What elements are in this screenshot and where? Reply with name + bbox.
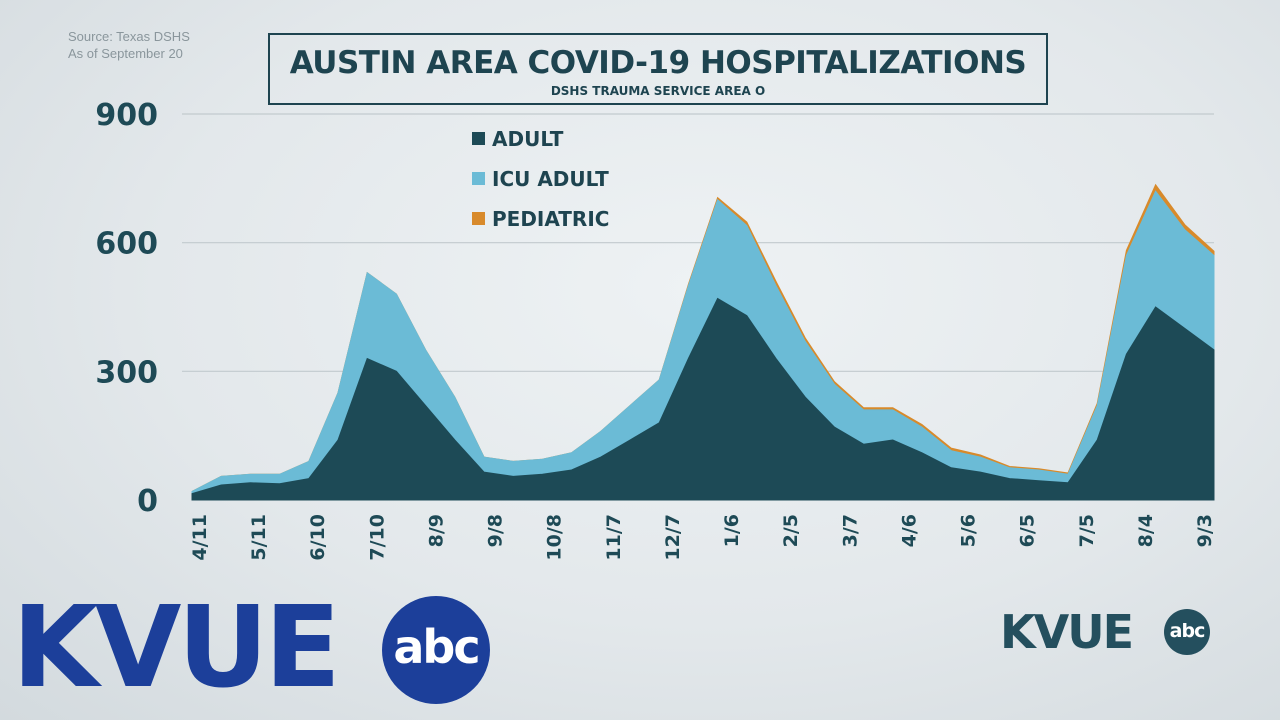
y-tick-label: 900 <box>95 98 158 133</box>
kvue-abc-logo: KVUE abc <box>0 588 500 708</box>
kvue-corner-logo: KVUE abc <box>1000 605 1212 659</box>
x-tick-label: 7/5 <box>1076 514 1098 547</box>
chart-title: AUSTIN AREA COVID-19 HOSPITALIZATIONS <box>289 45 1027 81</box>
x-tick-label: 9/8 <box>485 514 507 547</box>
x-tick-label: 6/10 <box>307 514 329 561</box>
x-tick-label: 5/11 <box>248 514 270 561</box>
x-tick-label: 11/7 <box>603 514 625 561</box>
y-tick-label: 0 <box>137 484 158 519</box>
chart-subtitle: DSHS TRAUMA SERVICE AREA O <box>550 84 766 98</box>
x-tick-label: 3/7 <box>839 514 861 547</box>
as-of-line: As of September 20 <box>68 46 183 61</box>
legend-label: PEDIATRIC <box>492 207 609 231</box>
x-tick-label: 1/6 <box>721 514 743 547</box>
x-tick-label: 2/5 <box>780 514 802 547</box>
x-tick-label: 8/9 <box>426 514 448 547</box>
x-tick-label: 5/6 <box>958 514 980 547</box>
abc-logo-icon: abc <box>382 596 490 704</box>
abc-corner-logo-icon: abc <box>1164 609 1210 655</box>
x-tick-label: 7/10 <box>366 514 388 561</box>
y-tick-label: 300 <box>95 355 158 390</box>
legend-swatch <box>472 132 485 145</box>
x-tick-label: 8/4 <box>1135 514 1157 547</box>
legend-label: ADULT <box>492 127 564 151</box>
stacked-areas <box>191 183 1215 501</box>
area-adult <box>191 297 1215 501</box>
x-tick-label: 12/7 <box>662 514 684 561</box>
legend-swatch <box>472 212 485 225</box>
legend-label: ICU ADULT <box>492 167 609 191</box>
kvue-logo-text: KVUE <box>12 583 341 713</box>
x-tick-label: 4/6 <box>898 514 920 547</box>
x-tick-label: 6/5 <box>1017 514 1039 547</box>
kvue-corner-logo-text: KVUE <box>1000 605 1134 659</box>
source-line: Source: Texas DSHS <box>68 29 190 44</box>
legend-swatch <box>472 172 485 185</box>
x-tick-label: 4/11 <box>189 514 211 561</box>
x-tick-label: 9/3 <box>1194 514 1216 547</box>
x-tick-label: 10/8 <box>544 514 566 561</box>
y-tick-label: 600 <box>95 227 158 262</box>
legend: ADULT ICU ADULT PEDIATRIC <box>472 127 609 231</box>
source-note: Source: Texas DSHS As of September 20 <box>68 28 190 62</box>
title-box: AUSTIN AREA COVID-19 HOSPITALIZATIONS DS… <box>268 33 1048 105</box>
y-axis-ticks: 0 300 600 900 <box>95 98 158 519</box>
x-axis-ticks: 4/11 5/11 6/10 7/10 8/9 9/8 10/8 11/7 12/7 1/6 2/5… <box>189 514 1216 561</box>
